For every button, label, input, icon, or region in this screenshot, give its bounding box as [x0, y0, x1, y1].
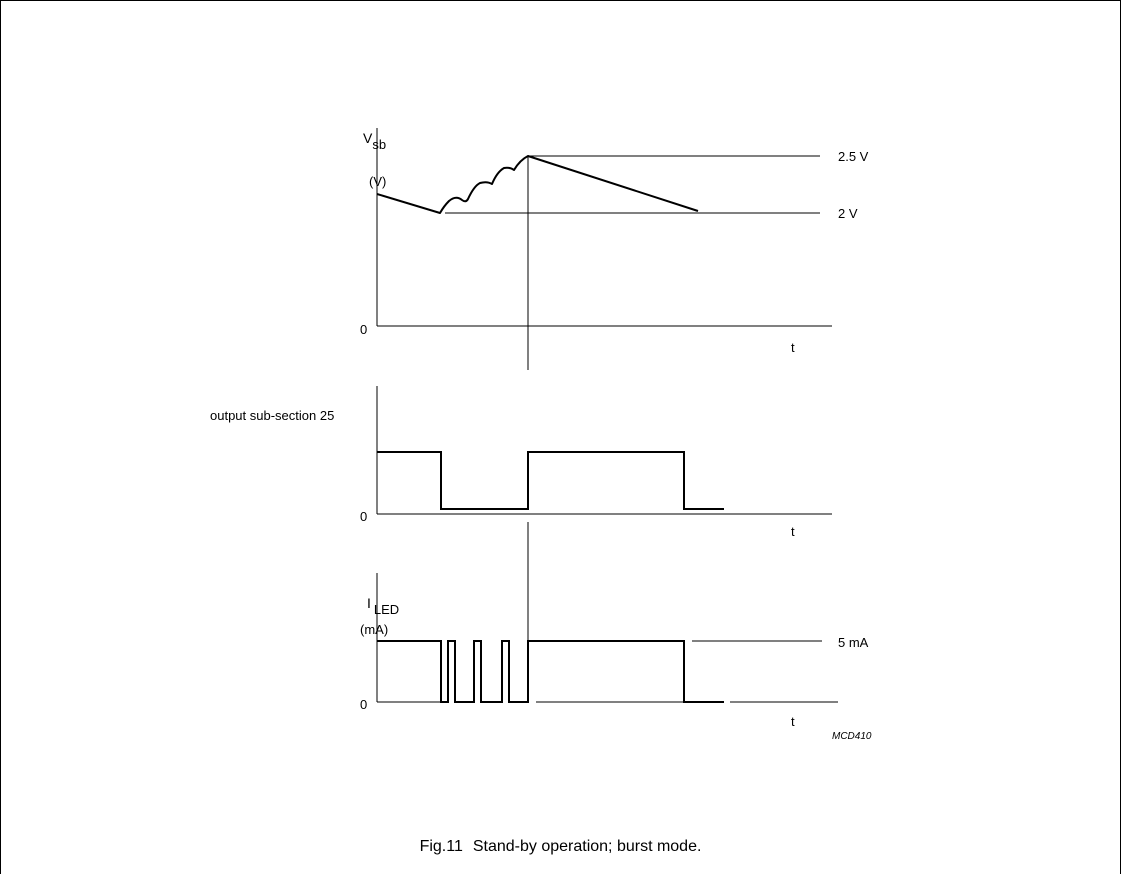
vsb-signal-label: Vsb	[363, 130, 386, 152]
caption-number: Fig.11	[419, 838, 463, 855]
figure-id-label: MCD410	[832, 731, 872, 742]
iled-level-5ma-label: 5 mA	[838, 635, 869, 650]
iled-zero-label: 0	[360, 697, 367, 712]
figure-caption: Fig.11 Stand-by operation; burst mode.	[0, 838, 1121, 856]
vsb-waveform	[376, 155, 699, 214]
iled-signal-label: I LED	[367, 595, 399, 617]
iled-panel: I LED (mA) 0 t 5 mA	[360, 573, 869, 729]
vsb-level-2v-label: 2 V	[838, 206, 858, 221]
output-signal-label: output sub-section 25	[210, 408, 334, 423]
caption-text: Stand-by operation; burst mode.	[472, 838, 702, 855]
output-panel: output sub-section 25 0 t	[210, 386, 832, 539]
vsb-unit-label: (V)	[369, 174, 386, 189]
vsb-zero-label: 0	[360, 322, 367, 337]
vsb-level-2-5v-label: 2.5 V	[838, 149, 869, 164]
iled-waveform	[377, 640, 724, 703]
vsb-panel: Vsb (V) 0 t 2.5 V 2 V	[360, 128, 869, 355]
output-time-label: t	[791, 524, 795, 539]
vsb-time-label: t	[791, 340, 795, 355]
output-waveform	[377, 451, 724, 510]
iled-time-label: t	[791, 714, 795, 729]
output-zero-label: 0	[360, 509, 367, 524]
iled-unit-label: (mA)	[360, 622, 388, 637]
